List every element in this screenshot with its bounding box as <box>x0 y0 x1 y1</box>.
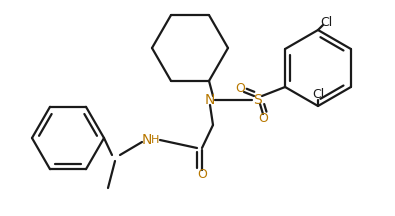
Text: H: H <box>151 135 159 145</box>
Text: O: O <box>235 81 245 95</box>
Text: Cl: Cl <box>320 16 332 29</box>
Text: O: O <box>258 111 268 124</box>
Text: N: N <box>205 93 215 107</box>
Text: Cl: Cl <box>312 87 324 100</box>
Text: S: S <box>254 93 262 107</box>
Text: N: N <box>142 133 152 147</box>
Text: O: O <box>197 168 207 181</box>
